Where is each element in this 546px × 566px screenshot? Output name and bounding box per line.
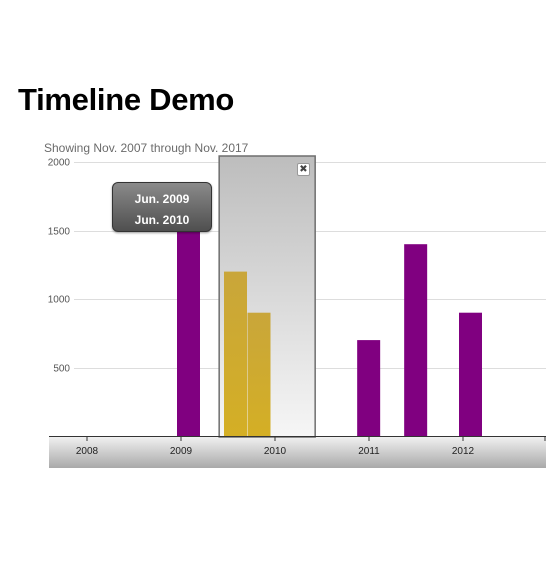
x-axis: 2008 2009 2010 2011 2012 [76, 436, 546, 457]
bar[interactable] [177, 230, 200, 437]
x-tick-label: 2008 [76, 446, 99, 457]
y-axis: 500 1000 1500 2000 [48, 158, 71, 375]
selection-range-tooltip: Jun. 2009 Jun. 2010 [112, 182, 212, 232]
page-title: Timeline Demo [18, 82, 235, 117]
bar[interactable] [357, 340, 381, 436]
tooltip-end-date: Jun. 2010 [134, 213, 190, 227]
x-tick-label: 2010 [264, 446, 287, 457]
timeline-range-subtitle: Showing Nov. 2007 through Nov. 2017 [44, 141, 249, 155]
y-tick-label: 1500 [48, 227, 71, 238]
bar-selected[interactable] [247, 312, 271, 436]
bar[interactable] [404, 244, 428, 436]
timeline-axis-band[interactable] [49, 437, 546, 468]
y-tick-label: 1000 [48, 295, 71, 306]
close-icon[interactable]: ✖ [297, 163, 310, 176]
y-tick-label: 2000 [48, 158, 71, 169]
x-tick-label: 2009 [170, 446, 193, 457]
y-tick-label: 500 [53, 364, 70, 375]
bars [177, 230, 482, 437]
bar[interactable] [459, 312, 482, 436]
x-tick-label: 2012 [452, 446, 475, 457]
x-tick-label: 2011 [358, 446, 380, 457]
tooltip-start-date: Jun. 2009 [134, 192, 190, 206]
bar-selected[interactable] [224, 271, 247, 436]
